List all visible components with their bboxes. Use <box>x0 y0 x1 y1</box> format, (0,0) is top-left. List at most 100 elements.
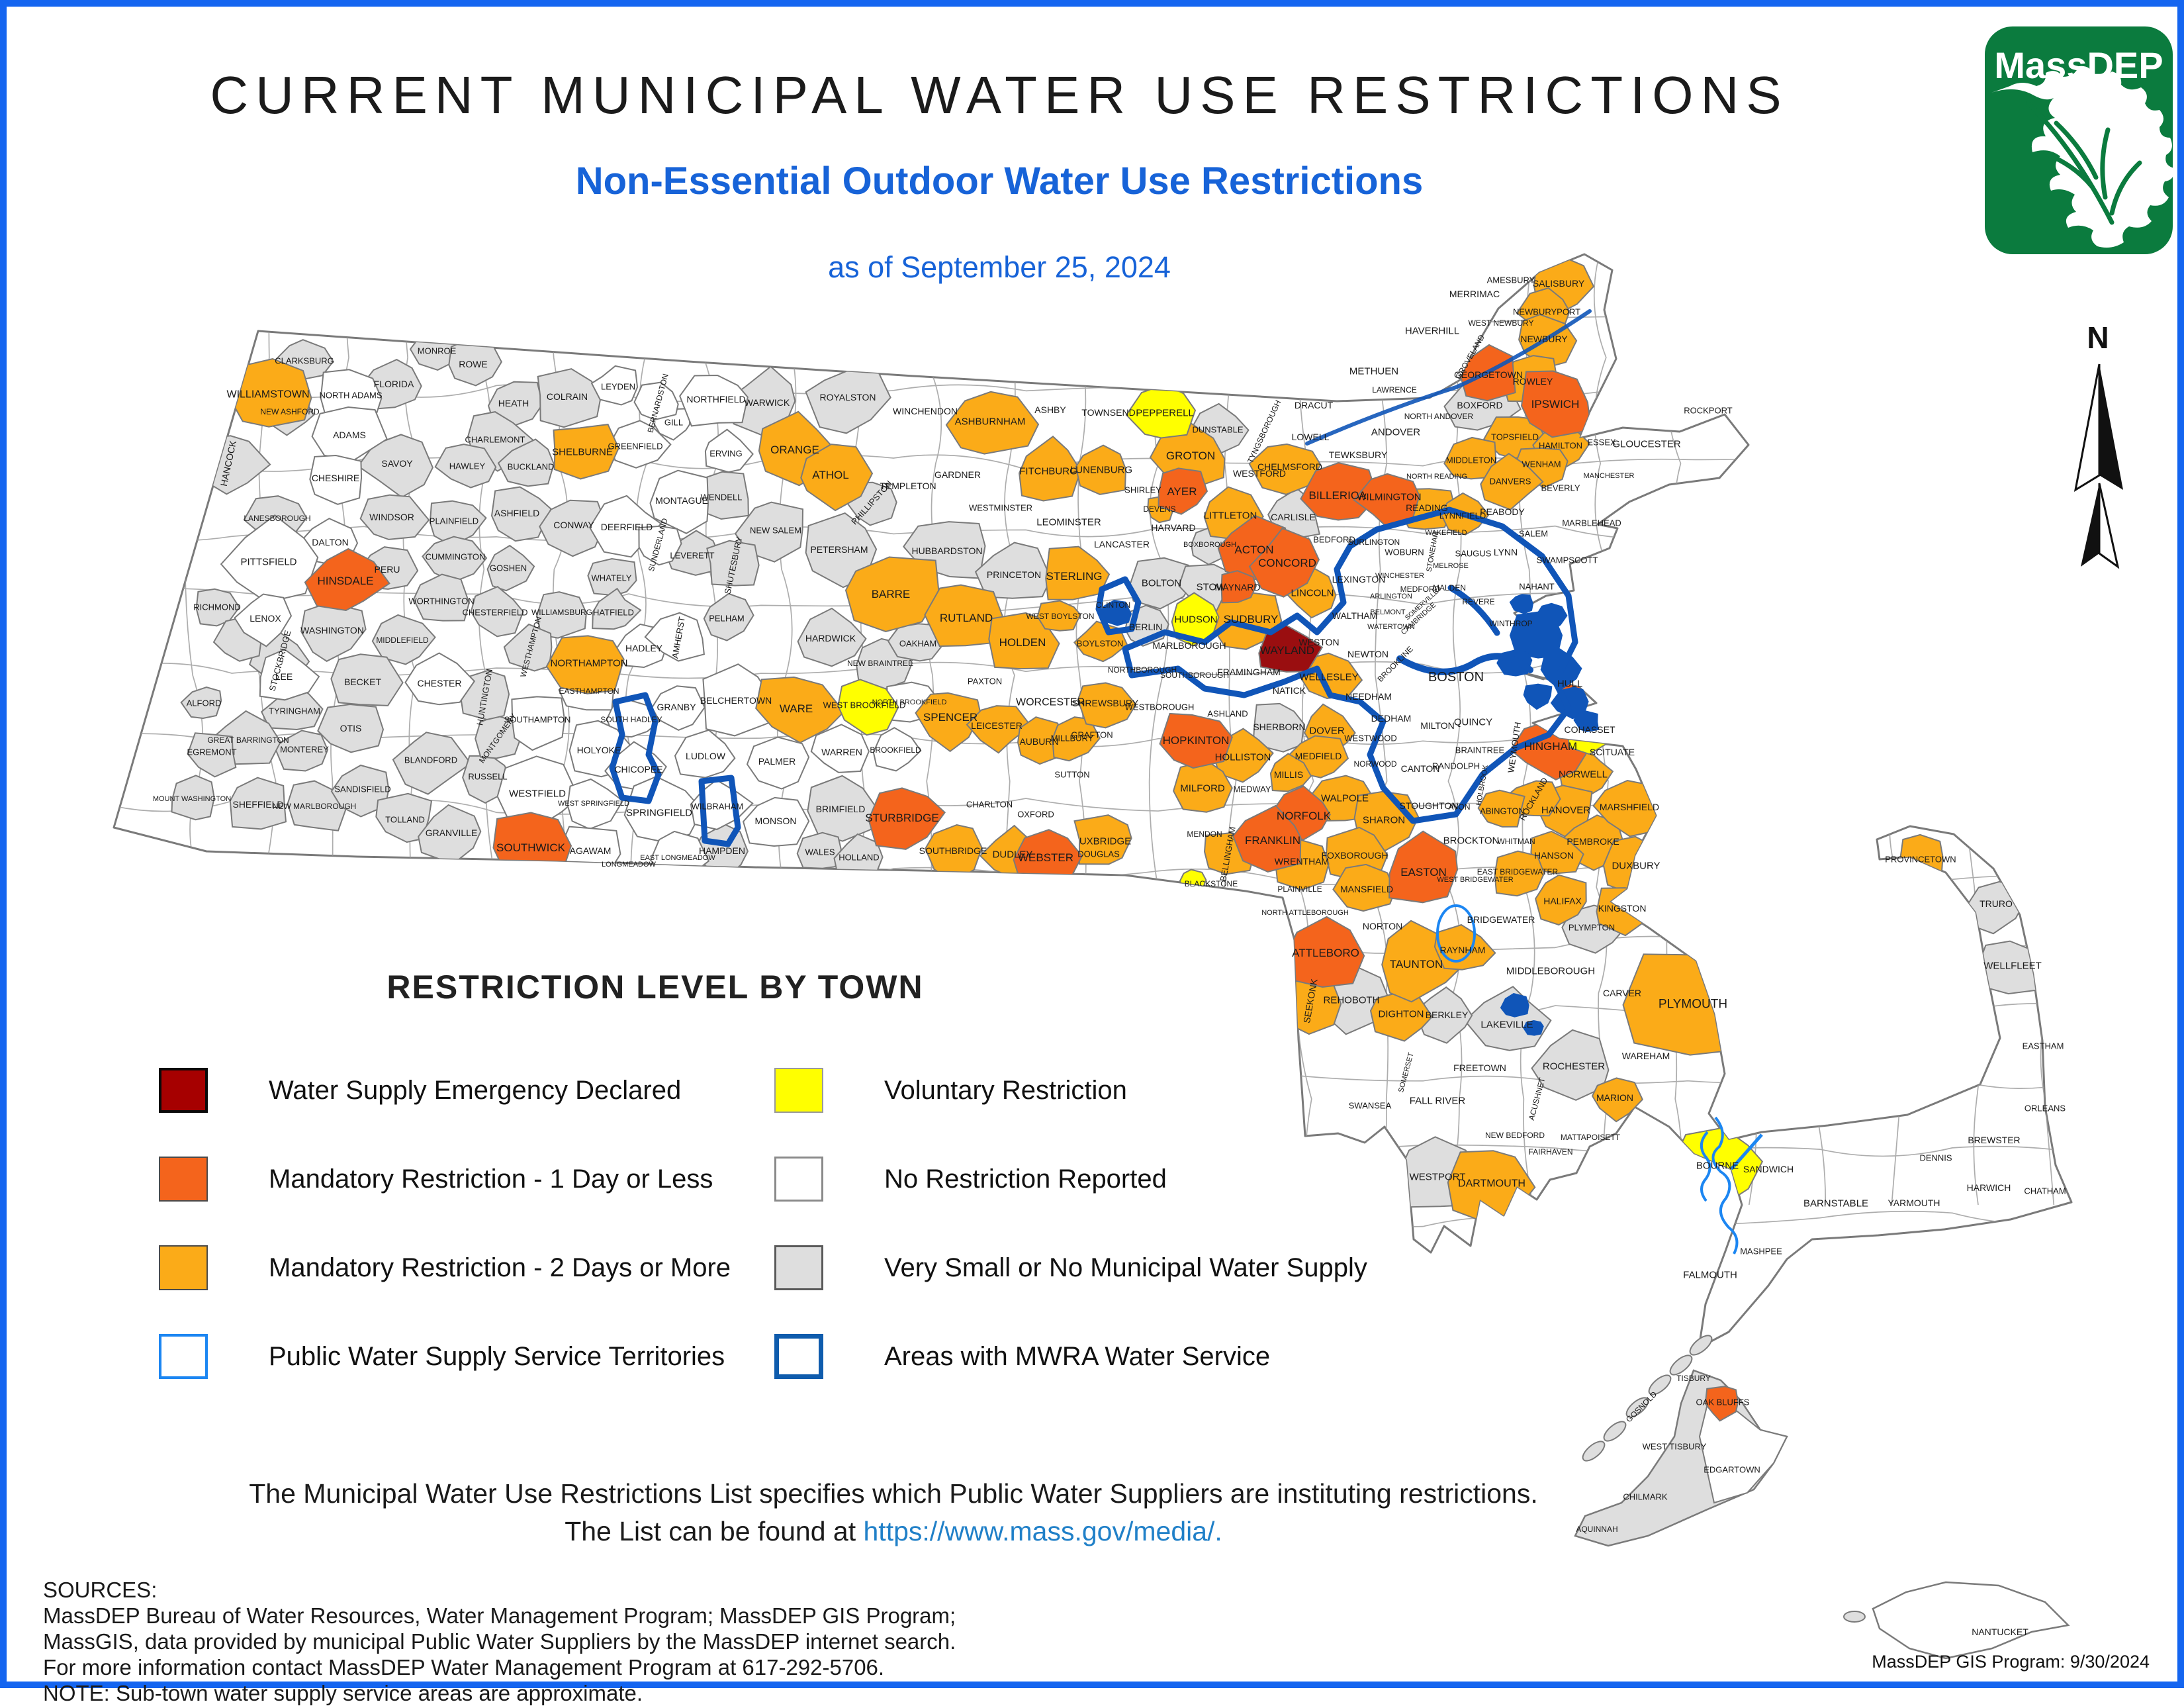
town-label: MALDEN <box>1433 583 1466 592</box>
town-label: OAK BLUFFS <box>1696 1398 1750 1407</box>
town-label: LAKEVILLE <box>1480 1019 1533 1030</box>
town-label: NATICK <box>1273 685 1306 696</box>
town-shelburne <box>553 424 619 480</box>
town-label: HATFIELD <box>593 608 634 618</box>
town-label: SHERBORN <box>1253 722 1305 732</box>
town-label: BUCKLAND <box>508 462 555 472</box>
town-label: HOLLISTON <box>1215 751 1271 763</box>
town-label: NORTHFIELD <box>686 394 745 404</box>
town-montague <box>649 469 709 534</box>
town-sunderland <box>638 525 682 566</box>
town-label: FAIRHAVEN <box>1528 1147 1572 1157</box>
town-conway <box>539 499 606 557</box>
town-label: SHIRLEY <box>1124 485 1161 495</box>
town-label: HUBBARDSTON <box>911 545 982 556</box>
town-label: GRANBY <box>657 702 696 712</box>
town-chesterfield <box>470 586 524 638</box>
town-label: WESTWOOD <box>1344 734 1396 743</box>
town-label: DANVERS <box>1490 477 1531 487</box>
town-worthington <box>412 573 470 622</box>
town-lunenburg <box>1075 444 1127 495</box>
legend-item: Voluntary Restriction <box>774 1068 1403 1113</box>
town-label: HARVARD <box>1151 522 1195 533</box>
town-label: ROCKPORT <box>1684 406 1732 416</box>
legend-item: Mandatory Restriction - 1 Day or Less <box>159 1157 774 1202</box>
town-label: SUTTON <box>1054 770 1089 780</box>
town-label: MARION <box>1596 1092 1633 1103</box>
town-becket <box>330 653 404 706</box>
town-label: CHESHIRE <box>312 473 359 483</box>
town-ayer <box>1158 467 1208 515</box>
town-label: DUXBURY <box>1612 860 1660 871</box>
town-label: STOW <box>1197 581 1227 592</box>
town-williamsburg <box>536 591 587 639</box>
town-label: CANTON <box>1401 763 1440 774</box>
town-label: TOPSFIELD <box>1491 432 1539 442</box>
town-label: RAYNHAM <box>1440 945 1486 955</box>
legend-swatch <box>774 1245 823 1290</box>
town-label: LEICESTER <box>971 720 1023 731</box>
town-label: WALTHAM <box>1332 610 1377 621</box>
town-label: WESTPORT <box>1410 1171 1466 1182</box>
town-ashburnham <box>945 391 1040 455</box>
town-label: NANTUCKET <box>1972 1627 2028 1637</box>
legend: RESTRICTION LEVEL BY TOWN Water Supply E… <box>159 968 1403 1401</box>
town-label: NORTHBOROUGH <box>1108 665 1177 675</box>
town-label: PEMBROKE <box>1567 836 1619 847</box>
town-label: PERU <box>375 564 400 575</box>
legend-item: Public Water Supply Service Territories <box>159 1334 774 1379</box>
town-label: WHATELY <box>592 573 632 583</box>
town-label: WARWICK <box>745 397 790 408</box>
town-label: PROVINCETOWN <box>1885 855 1956 865</box>
town-label: GROTON <box>1166 450 1215 462</box>
town-label: BOSTON <box>1428 670 1484 685</box>
legend-item: Areas with MWRA Water Service <box>774 1334 1403 1379</box>
town-label: SAUGUS <box>1455 549 1492 559</box>
legend-label: Mandatory Restriction - 2 Days or More <box>269 1253 731 1282</box>
restrictions-note: The Municipal Water Use Restrictions Lis… <box>249 1475 1537 1550</box>
town-label: DEERFIELD <box>601 522 653 532</box>
town-label: NEW MARLBOROUGH <box>273 802 357 811</box>
mwra-boundaries <box>609 506 1578 847</box>
town-warren <box>810 724 870 773</box>
legend-item: No Restriction Reported <box>774 1157 1403 1202</box>
town-label: SWANSEA <box>1349 1101 1392 1111</box>
town-uxbridge <box>1073 814 1132 865</box>
town-label: REVERE <box>1462 597 1494 606</box>
mass-gov-link[interactable]: https://www.mass.gov/media/. <box>863 1516 1222 1546</box>
town-label: NEW BEDFORD <box>1485 1131 1545 1140</box>
map-svg: WAYLAND HINSDALE SOUTHWICK STURBRIDGE WEBSTE… <box>113 253 2073 1660</box>
town-label: CHESTERFIELD <box>463 608 528 618</box>
town-label: WRENTHAM <box>1275 856 1329 867</box>
town-label: MARLBOROUGH <box>1152 640 1226 651</box>
town-label: ADAMS <box>333 430 366 440</box>
town-label: LEOMINSTER <box>1036 516 1101 528</box>
town-hinsdale <box>304 547 390 612</box>
town-label: BILLERICA <box>1309 489 1367 502</box>
town-label: MARSHFIELD <box>1600 802 1659 812</box>
town-label: TAUNTON <box>1390 958 1443 971</box>
town-label: REHOBOTH <box>1323 994 1379 1006</box>
town-label: MILTON <box>1420 720 1455 731</box>
town-label: LYNN <box>1494 547 1518 557</box>
town-label: SOUTHBOROUGH <box>1160 671 1229 680</box>
town-label: HARWICH <box>1967 1182 2011 1193</box>
legend-swatch <box>774 1068 823 1113</box>
town-label: SCITUATE <box>1590 747 1635 757</box>
town-label: NORWOOD <box>1353 759 1396 769</box>
town-label: LEE <box>275 671 293 682</box>
town-label: STOUGHTON <box>1400 800 1459 811</box>
town-brookfield <box>872 727 922 772</box>
town-label: FITCHBURG <box>1019 465 1077 477</box>
town-label: NORTH ANDOVER <box>1404 412 1474 421</box>
town-erving <box>704 428 754 473</box>
town-label: SUDBURY <box>1224 613 1279 626</box>
legend-item: Water Supply Emergency Declared <box>159 1068 774 1113</box>
town-label: HUDSON <box>1174 614 1217 625</box>
town-danvers <box>1480 452 1544 510</box>
town-label: LYNNFIELD <box>1439 511 1486 521</box>
town-label: LENOX <box>250 613 281 624</box>
town-spencer <box>915 692 981 753</box>
town-label: MEDFIELD <box>1295 751 1342 761</box>
town-label: BOXBOROUGH <box>1183 541 1236 549</box>
